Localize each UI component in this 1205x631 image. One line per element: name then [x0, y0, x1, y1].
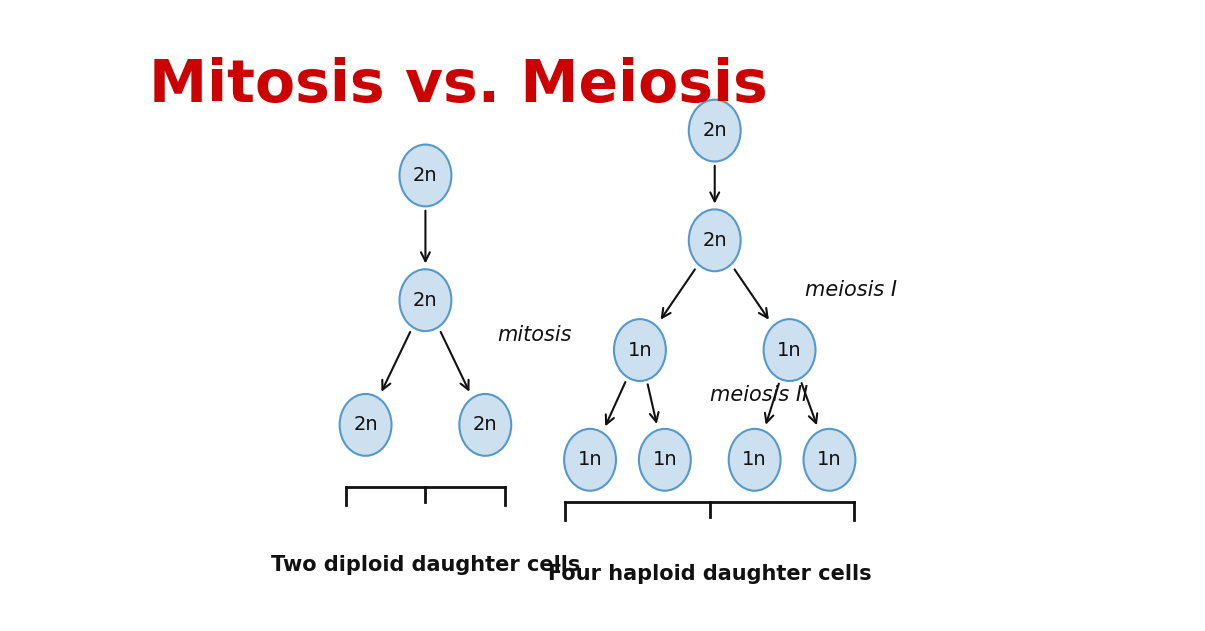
Text: 1n: 1n [777, 341, 801, 360]
Text: meiosis I: meiosis I [805, 280, 897, 300]
Ellipse shape [459, 394, 511, 456]
Ellipse shape [689, 209, 741, 271]
Text: 1n: 1n [653, 451, 677, 469]
Ellipse shape [564, 429, 616, 491]
Text: 2n: 2n [413, 166, 437, 185]
Text: 1n: 1n [742, 451, 766, 469]
Text: mitosis: mitosis [498, 325, 572, 345]
Text: 1n: 1n [628, 341, 652, 360]
Text: 1n: 1n [817, 451, 842, 469]
Text: 2n: 2n [413, 291, 437, 310]
Ellipse shape [689, 100, 741, 162]
Text: Four haploid daughter cells: Four haploid daughter cells [548, 565, 871, 584]
Ellipse shape [400, 269, 452, 331]
Text: 2n: 2n [353, 415, 378, 434]
Text: Two diploid daughter cells: Two diploid daughter cells [271, 555, 580, 574]
Ellipse shape [615, 319, 666, 381]
Text: meiosis II: meiosis II [710, 385, 807, 405]
Ellipse shape [729, 429, 781, 491]
Text: 2n: 2n [474, 415, 498, 434]
Ellipse shape [764, 319, 816, 381]
Text: Mitosis vs. Meiosis: Mitosis vs. Meiosis [148, 57, 768, 114]
Ellipse shape [400, 144, 452, 206]
Text: 1n: 1n [577, 451, 602, 469]
Ellipse shape [340, 394, 392, 456]
Ellipse shape [639, 429, 690, 491]
Text: 2n: 2n [703, 121, 727, 140]
Ellipse shape [804, 429, 856, 491]
Text: 2n: 2n [703, 231, 727, 250]
